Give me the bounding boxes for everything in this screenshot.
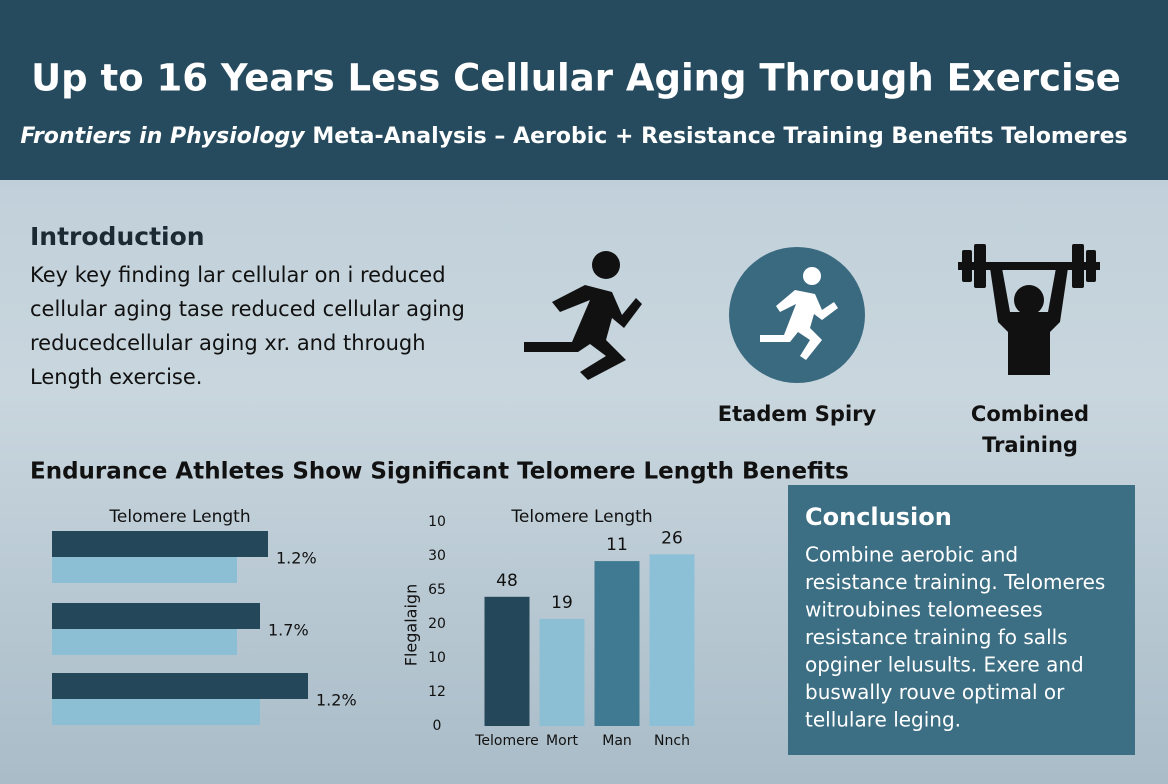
conclusion-box: [788, 485, 1135, 755]
y-tick-label: 20: [428, 616, 446, 632]
chart-title: Telomere Length: [108, 507, 250, 527]
x-tick-label: Man: [602, 733, 632, 749]
conclusion-line: buswally rouve optimal or: [805, 680, 1065, 704]
y-tick-label: 12: [428, 684, 446, 700]
x-tick-label: Nnch: [654, 733, 690, 749]
conclusion-heading: Conclusion: [805, 503, 952, 531]
conclusion-line: resistance training. Telomeres: [805, 570, 1105, 594]
conclusion-line: Combine aerobic and: [805, 543, 1018, 567]
bar-annotation: 19: [551, 593, 573, 613]
y-tick-label: 0: [433, 718, 442, 734]
conclusion-line: tellulare leging.: [805, 708, 961, 732]
bar-annotation: 1.2%: [276, 549, 317, 568]
y-tick-label: 65: [428, 582, 446, 598]
bar: [649, 554, 695, 726]
bar-annotation: 48: [496, 571, 518, 591]
title: Up to 16 Years Less Cellular Aging Throu…: [31, 57, 1121, 100]
header-band: [0, 0, 1168, 180]
y-tick-label: 10: [428, 650, 446, 666]
bar: [52, 603, 260, 629]
runner-white-icon: [760, 267, 838, 360]
intro-line: reducedcellular aging xr. and through: [30, 331, 426, 355]
bar: [52, 673, 308, 699]
intro-heading: Introduction: [30, 222, 205, 251]
bar: [594, 561, 640, 726]
y-axis-label: Flegalaign: [402, 584, 421, 666]
bar: [52, 629, 237, 655]
x-tick-label: Telomere: [474, 733, 539, 749]
x-tick-label: Mort: [546, 733, 578, 749]
chart-title: Telomere Length: [510, 507, 652, 527]
bar: [52, 557, 237, 583]
conclusion-line: witroubines telomeeses: [805, 598, 1043, 622]
intro-line: Key key finding lar cellular on i reduce…: [30, 263, 446, 287]
y-tick-label: 10: [428, 514, 446, 530]
intro-line: cellular aging tase reduced cellular agi…: [30, 297, 465, 321]
bar-annotation: 1.7%: [268, 621, 309, 640]
bar-annotation: 1.2%: [316, 691, 357, 710]
weightlifter-icon: [958, 244, 1100, 375]
bar-annotation: 26: [661, 528, 683, 548]
bar: [539, 618, 585, 726]
icon-label: Training: [982, 433, 1078, 457]
y-tick-label: 30: [428, 548, 446, 564]
conclusion-line: resistance training fo salls: [805, 625, 1068, 649]
section-title: Endurance Athletes Show Significant Telo…: [30, 459, 849, 485]
runner-icon: [524, 251, 642, 380]
conclusion-line: opginer lelusults. Exere and: [805, 653, 1084, 677]
icon-label: Etadem Spiry: [718, 402, 877, 426]
bar: [52, 699, 260, 725]
bar: [52, 531, 268, 557]
icon-label: Combined: [971, 402, 1089, 426]
subtitle-text: Meta-Analysis – Aerobic + Resistance Tra…: [305, 124, 1128, 149]
intro-line: Length exercise.: [30, 365, 202, 389]
bar-annotation: 11: [606, 535, 628, 555]
journal: Frontiers in Physiology: [20, 124, 306, 149]
subtitle: Frontiers in Physiology Meta-Analysis – …: [20, 124, 1127, 149]
bar: [484, 596, 530, 726]
